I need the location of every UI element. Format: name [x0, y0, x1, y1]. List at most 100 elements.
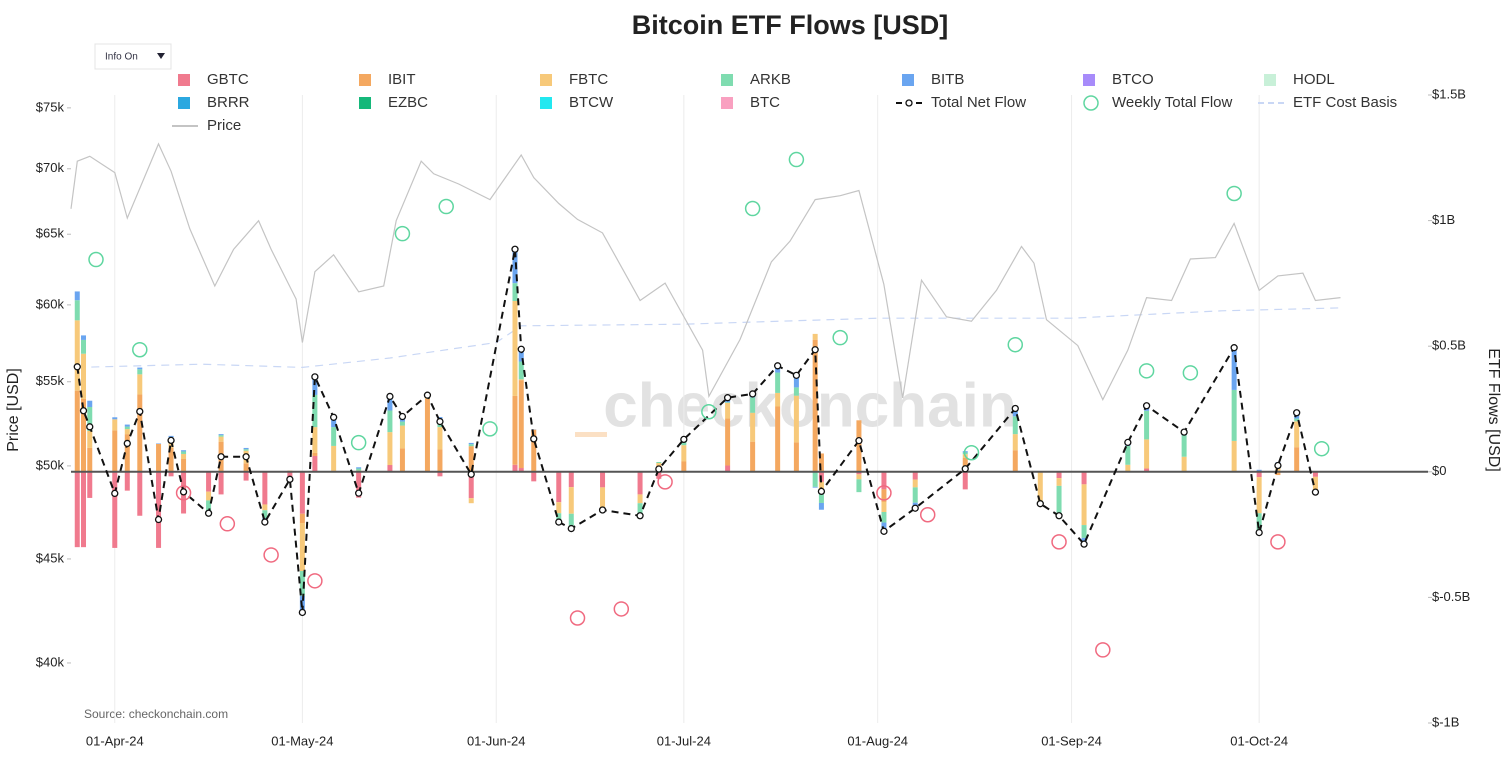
flow-bar	[512, 249, 518, 284]
line-marker	[792, 371, 801, 379]
flow-bar	[74, 320, 80, 391]
flow-bar	[1125, 464, 1131, 472]
flow-bar	[312, 455, 318, 472]
weekly-flow-marker	[132, 341, 148, 358]
flow-bar	[399, 448, 405, 472]
weekly-flow-marker	[1138, 363, 1155, 379]
flow-bar	[1294, 421, 1300, 448]
flow-bar	[1081, 525, 1087, 538]
line-marker	[1124, 438, 1132, 447]
flow-bar	[1294, 447, 1300, 472]
weekly-flow-marker	[1095, 642, 1111, 658]
flow-bar	[1256, 477, 1262, 514]
flow-bar	[512, 395, 518, 465]
flow-bar	[725, 402, 731, 419]
legend-label: FBTC	[569, 71, 608, 88]
line-marker	[598, 506, 607, 514]
flow-bar	[793, 375, 799, 388]
weekly-flow-marker	[1226, 185, 1242, 202]
legend-swatch	[178, 74, 190, 86]
weekly-flow-marker	[263, 547, 279, 563]
line-marker	[329, 413, 338, 421]
legend-swatch	[540, 97, 552, 109]
flow-bar	[262, 471, 268, 505]
legend-label: BTCO	[1112, 71, 1154, 88]
info-dropdown[interactable]: Info On	[94, 43, 172, 70]
weekly-flow-marker	[1007, 336, 1024, 353]
flow-bar	[793, 395, 799, 443]
weekly-flow-marker	[613, 601, 630, 617]
flow-bar	[218, 435, 224, 437]
y-tick-label: $60k	[36, 296, 65, 311]
flow-bar	[437, 449, 443, 472]
flow-bar	[912, 487, 918, 503]
flow-bar	[556, 502, 562, 514]
flow-bar	[1012, 416, 1018, 435]
flow-bar	[775, 406, 781, 472]
line-marker	[511, 245, 519, 253]
flow-bar	[137, 374, 143, 395]
legend-item: ARKB	[721, 71, 791, 88]
legend-swatch	[721, 97, 733, 109]
line-marker	[1036, 500, 1044, 508]
dropdown-arrow[interactable]	[157, 53, 165, 59]
line-marker	[855, 437, 863, 445]
flow-bar	[1125, 445, 1131, 465]
line-marker	[555, 518, 563, 526]
flow-bar	[112, 430, 118, 472]
flow-bar	[437, 471, 443, 477]
watermark-accent	[575, 432, 607, 437]
flow-bar	[181, 450, 187, 452]
flow-bar	[137, 367, 143, 370]
line-marker	[111, 489, 119, 498]
flow-bar	[1256, 471, 1262, 478]
flow-bar	[818, 490, 824, 503]
flow-bar	[856, 479, 862, 493]
flow-bar	[262, 510, 268, 519]
flow-bar	[81, 398, 87, 472]
flow-bar	[312, 452, 318, 456]
flow-bar	[1056, 471, 1062, 479]
x-tick-label: 01-Aug-24	[847, 733, 908, 748]
y-tick-label: $45k	[36, 550, 65, 565]
flow-bar	[331, 445, 337, 471]
flow-bar	[1144, 468, 1150, 472]
flow-bar	[568, 487, 574, 514]
legend-swatch	[902, 74, 914, 86]
flow-bar	[637, 494, 643, 504]
flow-bar	[112, 471, 118, 548]
line-marker	[398, 412, 407, 421]
flow-bar	[881, 471, 887, 490]
flow-bar	[287, 471, 293, 479]
line-marker	[1011, 404, 1019, 413]
legend-swatch-marker	[905, 99, 913, 107]
flow-bar	[750, 397, 756, 413]
legend-item: Weekly Total Flow	[1083, 94, 1232, 111]
flow-bar	[518, 468, 524, 472]
info-dropdown-label[interactable]: Info On	[105, 52, 138, 63]
line-marker	[880, 527, 888, 535]
weekly-flow-marker	[219, 516, 236, 532]
line-marker	[1180, 428, 1188, 436]
flow-bar	[312, 394, 318, 428]
grid-layer	[67, 94, 1432, 724]
flow-bar	[518, 380, 524, 469]
legend-item: Price	[172, 117, 241, 134]
info-dropdown-box[interactable]	[94, 43, 172, 70]
flow-bar	[681, 445, 687, 462]
weekly-flow-marker	[1313, 440, 1330, 457]
legend-item: BTCW	[540, 94, 614, 111]
weekly-flow-marker	[657, 474, 673, 490]
flow-bar	[637, 503, 643, 516]
line-marker	[811, 346, 819, 354]
line-marker	[286, 475, 294, 483]
flow-bar	[124, 426, 130, 430]
flow-bar	[637, 471, 643, 495]
flow-bar	[243, 471, 249, 481]
flow-bar	[518, 349, 524, 362]
flow-bar	[87, 471, 93, 498]
weekly-flow-marker	[876, 485, 892, 501]
legend-label: BRRR	[207, 94, 250, 111]
weekly-flow-marker	[394, 225, 411, 242]
flow-bar	[74, 471, 80, 548]
